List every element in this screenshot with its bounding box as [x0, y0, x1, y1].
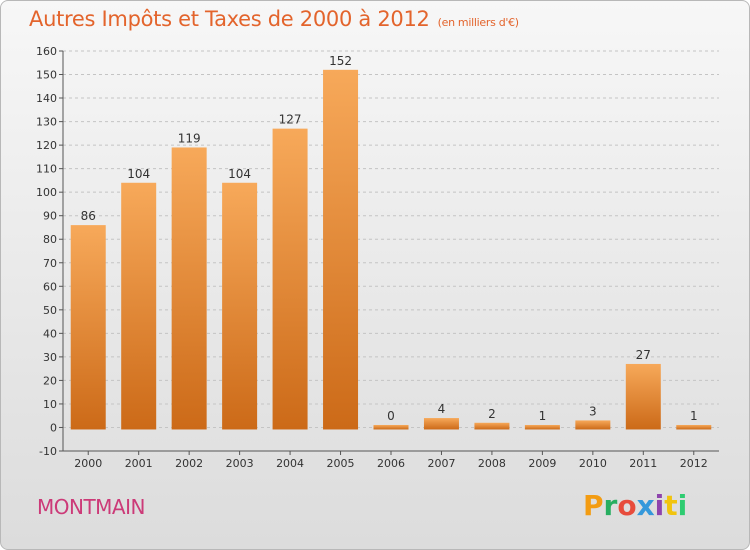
data-label-2000: 86 — [81, 209, 96, 223]
y-tick-label: 140 — [36, 92, 57, 105]
data-label-2011: 27 — [636, 348, 651, 362]
brand-letter: i — [677, 489, 688, 522]
chart-title: Autres Impôts et Taxes de 2000 à 2012 (en… — [29, 7, 519, 31]
y-tick-label: 20 — [43, 374, 57, 387]
data-label-2009: 1 — [539, 409, 547, 423]
bar-2005 — [323, 69, 359, 430]
bar-2010 — [575, 420, 611, 430]
y-tick-label: 0 — [50, 421, 57, 434]
x-tick-label: 2009 — [528, 457, 556, 470]
bar-2007 — [423, 418, 459, 430]
data-label-2001: 104 — [127, 167, 150, 181]
bar-2002 — [171, 147, 207, 430]
y-tick-label: 130 — [36, 116, 57, 129]
y-tick-label: 150 — [36, 69, 57, 82]
data-label-2007: 4 — [438, 402, 446, 416]
y-tick-label: 100 — [36, 186, 57, 199]
x-tick-label: 2012 — [680, 457, 708, 470]
y-tick-label: 160 — [36, 45, 57, 58]
brand-logo: Proxiti — [583, 489, 687, 522]
y-tick-label: 80 — [43, 233, 57, 246]
bar-2011 — [625, 363, 661, 430]
y-tick-label: 110 — [36, 163, 57, 176]
data-label-2008: 2 — [488, 407, 496, 421]
data-label-2002: 119 — [178, 131, 201, 145]
brand-letter: r — [603, 489, 618, 522]
y-tick-label: 10 — [43, 398, 57, 411]
y-tick-label: 70 — [43, 257, 57, 270]
y-tick-label: 120 — [36, 139, 57, 152]
chart-subtitle: (en milliers d'€) — [437, 16, 519, 29]
chart-title-text: Autres Impôts et Taxes de 2000 à 2012 — [29, 7, 430, 31]
data-label-2012: 1 — [690, 409, 698, 423]
x-tick-label: 2010 — [579, 457, 607, 470]
brand-letter: x — [636, 489, 655, 522]
x-tick-label: 2008 — [478, 457, 506, 470]
y-tick-label: 30 — [43, 351, 57, 364]
bar-2001 — [121, 182, 157, 430]
bar-2012 — [676, 424, 712, 430]
bar-2003 — [222, 182, 258, 430]
x-tick-label: 2006 — [377, 457, 405, 470]
bar-2006 — [373, 424, 409, 430]
x-tick-label: 2007 — [427, 457, 455, 470]
brand-letter: t — [664, 489, 678, 522]
data-label-2005: 152 — [329, 54, 352, 68]
data-label-2003: 104 — [228, 167, 251, 181]
x-tick-label: 2005 — [327, 457, 355, 470]
brand-letter: o — [617, 489, 637, 522]
data-label-2004: 127 — [279, 113, 302, 127]
x-tick-label: 2011 — [629, 457, 657, 470]
y-tick-label: 90 — [43, 210, 57, 223]
brand-letter: i — [654, 489, 665, 522]
data-label-2006: 0 — [387, 409, 395, 423]
brand-letter: P — [583, 489, 604, 522]
y-tick-label: -10 — [39, 445, 57, 458]
data-label-2010: 3 — [589, 404, 597, 418]
x-tick-label: 2000 — [74, 457, 102, 470]
x-tick-label: 2003 — [226, 457, 254, 470]
x-tick-label: 2002 — [175, 457, 203, 470]
bar-2004 — [272, 128, 308, 430]
y-tick-label: 50 — [43, 304, 57, 317]
y-tick-label: 60 — [43, 280, 57, 293]
y-tick-label: 40 — [43, 327, 57, 340]
bar-2008 — [474, 422, 510, 430]
plot-area: -100102030405060708090100110120130140150… — [36, 45, 719, 470]
x-tick-label: 2001 — [125, 457, 153, 470]
x-tick-label: 2004 — [276, 457, 304, 470]
bar-2009 — [524, 424, 560, 430]
bar-2000 — [70, 225, 106, 430]
commune-name: MONTMAIN — [37, 495, 145, 519]
